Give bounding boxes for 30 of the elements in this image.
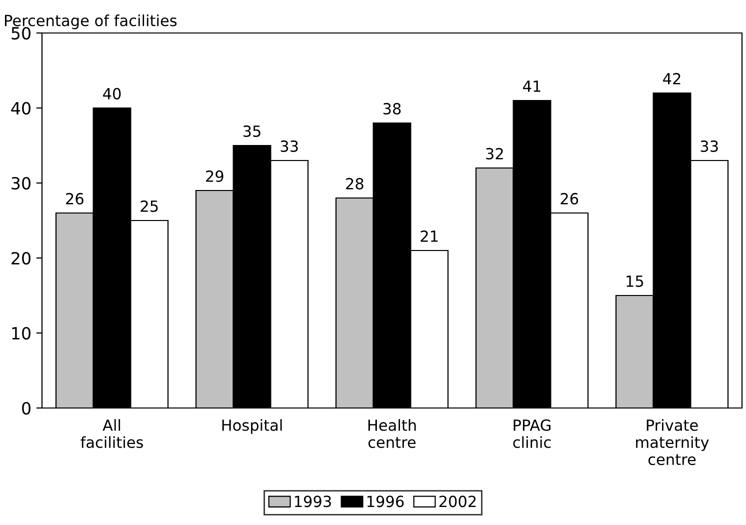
y-tick-label: 0 [22, 402, 30, 415]
x-tick-label: PPAG clinic [513, 419, 551, 448]
data-label: 40 [103, 88, 121, 100]
data-label: 21 [420, 230, 438, 242]
y-tick-label: 10 [12, 326, 30, 340]
data-label: 33 [700, 140, 718, 152]
y-tick-label: 20 [12, 252, 30, 265]
data-label: 25 [140, 200, 158, 212]
data-label: 38 [383, 102, 401, 114]
x-tick-label: Hospital [222, 419, 282, 434]
x-tick-label: Health centre [368, 419, 416, 448]
y-tick-label: 50 [12, 26, 30, 40]
y-tick-label: 40 [11, 102, 30, 115]
data-label: 29 [206, 170, 224, 182]
data-label: 33 [280, 140, 298, 152]
x-tick-label: Private maternity centre [636, 419, 709, 466]
data-label: 41 [523, 80, 540, 92]
data-label: 35 [243, 125, 260, 137]
data-label: 15 [626, 276, 644, 287]
data-label: 26 [66, 192, 84, 204]
y-axis-title: Percentage of facilities [5, 14, 177, 30]
data-label: 26 [560, 192, 578, 204]
x-tick-label: All facilities [80, 419, 143, 448]
y-tick-label: 30 [12, 176, 30, 190]
data-label: 32 [486, 148, 503, 160]
legend-label: 1993 [294, 496, 331, 508]
data-label: 28 [346, 178, 364, 190]
legend-label: 1996 [367, 496, 404, 508]
data-label: 42 [663, 72, 680, 84]
legend-label: 2002 [439, 496, 476, 508]
